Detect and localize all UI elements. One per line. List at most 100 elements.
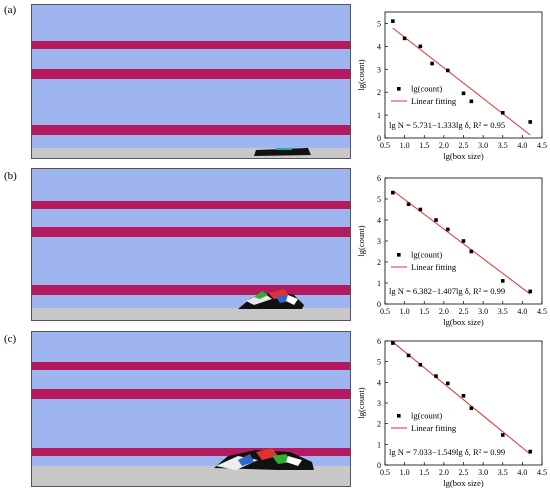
y-tick-label: 1 [377,111,381,120]
x-tick-label: 4.0 [517,307,527,316]
x-tick-label: 1.0 [400,307,410,316]
data-point [406,353,411,358]
simulation-view-b [31,168,351,321]
y-tick-label: 4 [377,216,381,225]
y-tick-label: 6 [377,174,381,183]
x-tick-label: 3.5 [498,141,508,150]
x-tick-label: 3.5 [498,307,508,316]
x-axis-label: lg(box size) [443,478,484,488]
fractal-chart-b: 0.5 1.0 1.5 2.0 2.5 3.0 3.5 4.0 4.5 0 1 2 3 4 5 6 lg(box… [356,174,547,327]
data-point [446,381,450,386]
data-point [434,218,438,222]
legend-marker [397,414,401,418]
x-axis-label: lg(box size) [443,151,484,161]
x-tick-label: 3.0 [478,468,488,477]
fit-line [392,27,531,136]
x-tick-label: 2.0 [439,141,449,150]
fit-equation: lg N = 7.033−1.549lg δ, R² = 0.99 [389,447,505,457]
x-tick-label: 2.5 [459,307,469,316]
x-tick-label: 3.0 [478,141,488,150]
x-tick-label: 1.5 [419,468,429,477]
data-point [391,190,395,195]
x-tick-label: 4.0 [517,141,527,150]
ground-floor [32,308,350,320]
x-tick-label: 1.5 [419,141,429,150]
y-tick-label: 3 [377,399,381,408]
data-point [528,289,533,294]
fit-line [392,190,531,295]
data-point [406,202,411,207]
data-point [446,227,450,232]
simulation-view-c [31,331,351,487]
debris-pile [238,289,304,309]
data-point [528,120,533,124]
rock-layer-band [32,285,350,295]
data-point [461,393,466,398]
y-tick-label: 3 [377,237,381,246]
fit-equation: lg N = 5.731−1.333lg δ, R² = 0.95 [389,120,505,130]
y-tick-label: 0 [377,134,381,143]
data-point [469,406,474,410]
panel-label-b: (b) [4,170,17,182]
y-axis-label: lg(count) [356,387,366,418]
rock-layer-band [32,448,350,456]
ground-floor [32,466,350,486]
data-point [418,44,423,49]
y-tick-label: 4 [377,378,381,387]
data-point [500,433,505,437]
x-tick-label: 2.5 [459,141,469,150]
data-point [418,207,423,212]
data-point [469,99,474,104]
y-tick-label: 5 [377,358,381,367]
data-point [402,36,407,41]
data-point [461,91,466,96]
rock-layer-band [32,201,350,209]
legend-marker [397,253,401,257]
legend-label-line: Linear fitting [411,423,457,433]
x-tick-label: 3.5 [498,468,508,477]
debris-pile [254,148,311,156]
y-axis-label: lg(count) [356,59,366,90]
rock-layer-band [32,389,350,399]
x-tick-label: 2.0 [439,307,449,316]
x-tick-label: 2.0 [439,468,449,477]
x-tick-label: 4.5 [537,307,547,316]
y-tick-label: 0 [377,300,381,309]
y-tick-label: 1 [377,279,381,288]
y-tick-label: 4 [377,42,381,51]
y-tick-label: 2 [377,420,381,429]
data-point [430,61,434,66]
rock-layer-band [32,362,350,370]
x-tick-label: 2.5 [459,468,469,477]
data-point [391,341,395,345]
legend-label-scatter: lg(count) [411,411,442,421]
x-tick-label: 1.0 [400,141,410,150]
y-tick-label: 6 [377,337,381,346]
rock-layer-band [32,125,350,135]
x-tick-label: 0.5 [380,141,390,150]
legend-marker [397,87,401,91]
x-tick-label: 0.5 [380,307,390,316]
panel-label-c: (c) [4,333,17,345]
y-tick-label: 1 [377,440,381,449]
x-tick-label: 4.5 [537,141,547,150]
legend-label-line: Linear fitting [411,262,457,272]
y-tick-label: 3 [377,65,381,74]
data-point [461,239,466,243]
data-point [434,374,438,378]
x-tick-label: 4.5 [537,468,547,477]
data-point [446,68,450,73]
data-point [418,362,423,367]
y-axis-label: lg(count) [356,225,366,256]
fractal-chart-a: 0.5 1.0 1.5 2.0 2.5 3.0 3.5 4.0 4.5 0 1 2 3 4 5 lg(box … [356,11,547,161]
legend-label-scatter: lg(count) [411,250,442,260]
fit-line [392,341,531,455]
x-tick-label: 1.5 [419,307,429,316]
rock-layer-band [32,41,350,49]
data-point [528,449,533,454]
y-tick-label: 5 [377,19,381,28]
data-point [500,111,505,115]
data-point [500,279,505,283]
y-tick-label: 2 [377,258,381,267]
y-tick-label: 5 [377,195,381,204]
